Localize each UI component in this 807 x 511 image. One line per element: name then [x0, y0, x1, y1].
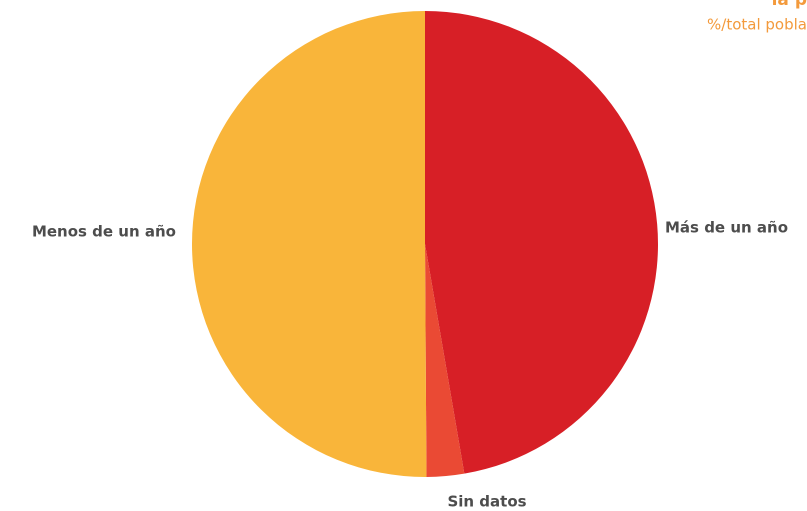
chart-title: la p: [772, 0, 807, 10]
slice-label: Sin datos: [447, 493, 526, 511]
slice-label: Más de un año: [665, 219, 788, 237]
chart-subtitle: %/total pobla: [707, 16, 807, 34]
pie-slice: [191, 11, 427, 477]
pie-slice: [425, 11, 658, 474]
pie-slice: [425, 244, 465, 477]
slice-label: Menos de un año: [32, 223, 176, 241]
